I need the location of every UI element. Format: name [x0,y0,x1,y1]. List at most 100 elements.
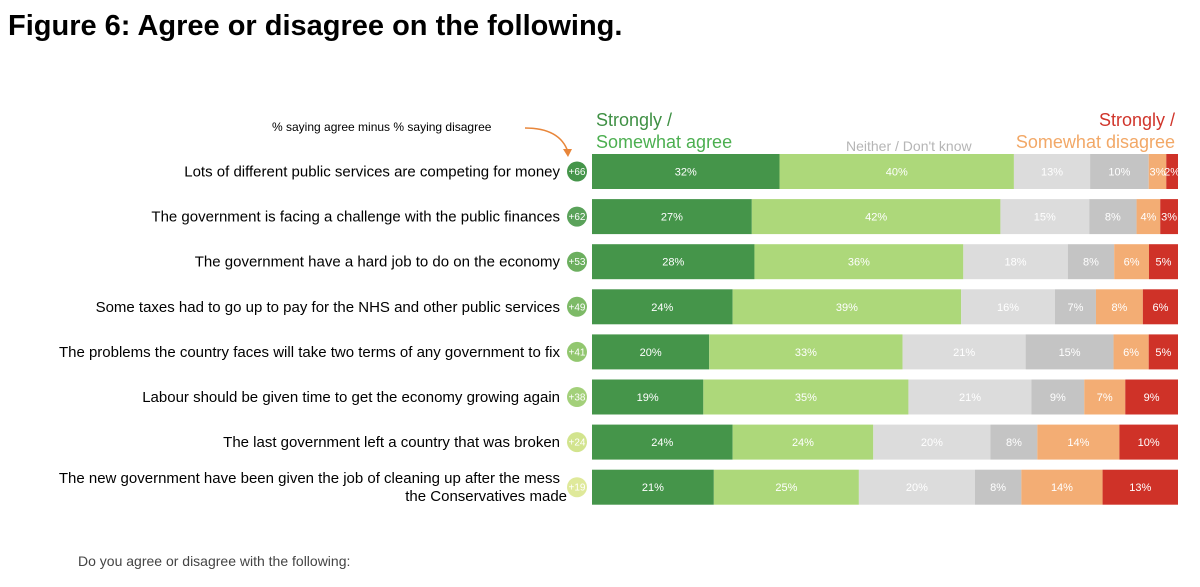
bar-segment-somewhat-disagree [1021,469,1103,505]
net-badge [567,296,587,317]
net-annotation: % saying agree minus % saying disagree [272,120,492,134]
net-badge [567,387,587,407]
bar-value-label: 10% [1138,437,1160,449]
bar-segment-somewhat-agree [732,289,962,325]
bar-segment-strongly-agree [592,154,780,189]
chart-row: The last government left a country that … [223,424,1178,460]
chart-row: The government is facing a challenge wit… [151,199,1178,235]
bar-segment-neither [873,424,991,460]
annotation-arrowhead [563,149,572,157]
net-value-label: +53 [569,257,586,268]
bar-value-label: 6% [1152,302,1168,314]
bar-value-label: 9% [1144,392,1160,404]
bar-segment-neither [908,379,1032,415]
category-label: the Conservatives made [405,488,567,505]
net-value-label: +62 [569,212,586,223]
bar-value-label: 8% [1083,257,1099,269]
bar-value-label: 35% [795,392,817,404]
bar-value-label: 39% [836,302,858,314]
bar-segment-strongly-disagree [1102,469,1178,505]
bar-value-label: 13% [1129,482,1151,494]
bar-value-label: 5% [1155,347,1171,359]
chart-row: The new government have been given the j… [59,469,1178,505]
category-label: The government is facing a challenge wit… [151,209,560,226]
category-label: Some taxes had to go up to pay for the N… [96,299,560,316]
bar-value-label: 15% [1034,212,1056,224]
chart-title: Figure 6: Agree or disagree on the follo… [8,10,623,42]
category-label: Labour should be given time to get the e… [142,389,560,406]
chart-rows: Lots of different public services are co… [59,154,1180,505]
bar-segment-strongly-disagree [1119,424,1178,460]
bar-value-label: 9% [1050,392,1066,404]
bar-segment-somewhat-disagree [1114,244,1149,280]
bar-value-label: 33% [795,347,817,359]
bar-value-label: 24% [651,302,673,314]
bar-segment-somewhat-agree [754,244,964,280]
bar-segment-somewhat-agree [779,154,1014,189]
bar-segment-strongly-agree [592,199,752,235]
bar-value-label: 8% [990,482,1006,494]
bar-value-label: 7% [1097,392,1113,404]
bar-segment-somewhat-agree [751,199,1001,235]
bar-value-label: 20% [906,482,928,494]
bar-segment-dont-know [974,469,1022,505]
bar-segment-somewhat-disagree [1136,199,1161,235]
net-badge [567,432,587,453]
bar-segment-dont-know [1054,289,1096,325]
chart-row: Lots of different public services are co… [184,154,1180,189]
bar-segment-neither [902,334,1026,370]
bar-value-label: 24% [651,437,673,449]
bar-value-label: 42% [865,212,887,224]
bar-value-label: 8% [1006,437,1022,449]
bar-segment-somewhat-disagree [1084,379,1126,415]
bar-segment-somewhat-disagree [1148,154,1167,189]
net-badge [567,251,587,272]
bar-segment-neither [961,289,1055,325]
bar-value-label: 10% [1108,167,1130,179]
bar-value-label: 32% [675,167,697,179]
bar-value-label: 21% [642,482,664,494]
bar-value-label: 8% [1111,302,1127,314]
bar-segment-somewhat-agree [732,424,874,460]
legend-disagree-line2: Somewhat disagree [1015,132,1175,152]
bar-segment-strongly-disagree [1160,199,1178,235]
bar-value-label: 7% [1067,302,1083,314]
bar-value-label: 13% [1041,167,1063,179]
bar-value-label: 14% [1051,482,1073,494]
bar-segment-strongly-agree [592,334,710,370]
chart-row: Labour should be given time to get the e… [142,379,1178,415]
net-value-label: +66 [569,167,586,178]
net-value-label: +41 [569,347,586,358]
bar-segment-somewhat-disagree [1037,424,1120,460]
bar-segment-dont-know [1089,199,1137,235]
category-label: Lots of different public services are co… [184,164,560,181]
bar-value-label: 21% [959,392,981,404]
bar-segment-neither [1013,154,1091,189]
bar-value-label: 20% [921,437,943,449]
legend-agree: Strongly / Somewhat agree [596,109,732,153]
bar-value-label: 21% [953,347,975,359]
legend-disagree-line1: Strongly / [1098,110,1175,130]
bar-value-label: 3% [1161,212,1177,224]
bar-value-label: 15% [1059,347,1081,359]
net-badge [567,477,587,498]
category-label: The problems the country faces will take… [59,344,561,361]
legend-agree-line1: Strongly / [596,110,673,130]
bar-value-label: 2% [1164,167,1180,179]
bar-value-label: 28% [662,257,684,269]
bar-segment-neither [963,244,1068,280]
bar-value-label: 4% [1140,212,1156,224]
legend-disagree: Strongly / Somewhat disagree [1010,109,1175,153]
bar-segment-somewhat-disagree [1095,289,1143,325]
bar-segment-dont-know [1067,244,1115,280]
bar-segment-somewhat-agree [709,334,903,370]
bar-value-label: 20% [640,347,662,359]
bar-segment-dont-know [1025,334,1114,370]
bar-value-label: 27% [661,212,683,224]
net-badge [567,341,587,362]
bar-value-label: 40% [886,167,908,179]
bar-segment-strongly-disagree [1166,154,1178,189]
bar-value-label: 8% [1105,212,1121,224]
bar-segment-strongly-agree [592,424,733,460]
